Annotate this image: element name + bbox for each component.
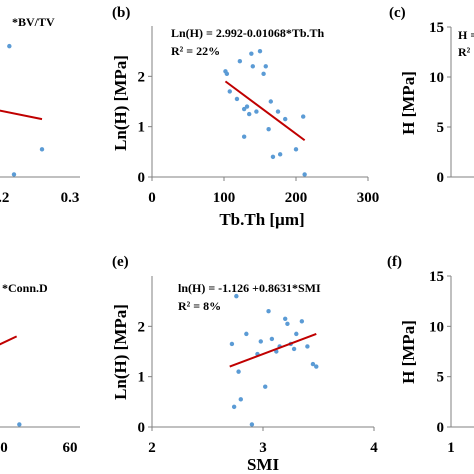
b-data-point (249, 51, 254, 56)
e-y-tick-label: 0 (138, 420, 146, 436)
c-y-tick-label: 10 (429, 70, 444, 86)
e-x-tick-label: 2 (148, 440, 156, 456)
d-data-point (17, 422, 22, 427)
c-r-squared-fragment: R² (458, 45, 471, 59)
b-data-point (261, 71, 266, 77)
f-x-tick-label: 1 (447, 440, 455, 456)
e-x-tick-label: 4 (370, 440, 378, 456)
b-r-squared: R² = 22% (171, 44, 220, 58)
e-equation: ln(H) = -1.126 +0.8631*SMI (178, 281, 321, 295)
b-data-point (293, 147, 299, 152)
e-data-point (244, 331, 249, 337)
f-panel-label: (f) (387, 254, 402, 270)
b-data-point (283, 116, 288, 122)
f-y-tick-label: 5 (437, 370, 445, 386)
e-data-point (238, 397, 243, 402)
e-data-point (263, 384, 268, 389)
a-data-point (39, 147, 45, 152)
e-panel-label: (e) (112, 254, 129, 270)
c-y-tick-label: 0 (437, 170, 445, 186)
e-x-axis-label: SMI (247, 455, 280, 474)
e-data-point (258, 339, 263, 344)
e-data-point (266, 309, 271, 314)
e-data-point (231, 404, 237, 410)
b-data-point (234, 96, 240, 102)
e-r-squared: R² = 8% (178, 299, 221, 313)
e-data-point (291, 346, 297, 352)
b-x-tick-label: 100 (213, 190, 236, 206)
e-data-point (234, 293, 239, 299)
b-data-point (247, 111, 252, 117)
a-x-tick-label: 0.3 (61, 190, 80, 206)
b-x-tick-label: 300 (357, 190, 380, 206)
e-data-point (305, 344, 310, 349)
b-data-point (244, 104, 250, 109)
d-x-tick-label: 0 (0, 440, 8, 456)
b-equation: Ln(H) = 2.992-0.01068*Tb.Th (171, 26, 325, 40)
e-data-point (236, 369, 241, 374)
e-y-axis-label: Ln(H) [MPa] (111, 304, 130, 400)
b-data-point (277, 152, 283, 157)
b-data-point (241, 106, 247, 112)
b-y-tick-label: 2 (138, 69, 146, 85)
c-y-tick-label: 15 (429, 20, 444, 36)
e-data-point (269, 336, 275, 342)
e-data-point (310, 361, 316, 367)
b-data-point (266, 126, 271, 132)
b-data-point (270, 154, 276, 160)
e-data-point (249, 422, 255, 427)
b-data-point (227, 89, 232, 94)
b-data-point (241, 134, 247, 139)
b-trend-line (224, 80, 306, 142)
a-trend-line (0, 109, 43, 121)
b-panel-label: (b) (112, 5, 130, 21)
b-data-point (301, 114, 306, 119)
e-y-tick-label: 2 (138, 319, 146, 335)
d-trend-line (0, 335, 18, 346)
b-y-axis-label: Ln(H) [MPa] (111, 55, 130, 151)
f-y-tick-label: 15 (429, 269, 444, 285)
a-data-point (7, 43, 12, 49)
a-data-point (11, 172, 17, 177)
e-y-tick-label: 1 (138, 370, 146, 386)
e-x-tick-label: 3 (259, 440, 267, 456)
c-equation-fragment: H = (458, 28, 474, 42)
c-y-axis-label: H [MPa] (399, 71, 418, 135)
b-data-point (254, 109, 259, 114)
b-data-point (268, 99, 273, 104)
b-y-tick-label: 1 (138, 120, 146, 136)
b-data-point (257, 48, 263, 54)
b-data-point (224, 71, 230, 77)
e-data-point (283, 316, 288, 321)
e-data-point (299, 319, 305, 324)
b-y-tick-label: 0 (138, 170, 146, 186)
c-y-tick-label: 5 (437, 120, 445, 136)
c-panel-label: (c) (389, 5, 406, 21)
f-y-tick-label: 0 (437, 420, 445, 436)
f-y-tick-label: 10 (429, 319, 444, 335)
b-x-axis-label: Tb.Th [µm] (219, 210, 304, 229)
f-y-axis-label: H [MPa] (399, 320, 418, 384)
e-data-point (294, 331, 299, 337)
b-data-point (263, 64, 268, 69)
e-trend-line (229, 332, 317, 368)
a-equation-fragment: *BV/TV (12, 15, 55, 29)
e-data-point (314, 364, 319, 369)
e-data-point (285, 321, 290, 327)
d-equation-fragment: *Conn.D (2, 281, 48, 295)
b-data-point (302, 172, 307, 177)
b-data-point (250, 64, 255, 69)
a-x-tick-label: 0.2 (0, 190, 9, 206)
d-x-tick-label: 60 (63, 440, 78, 456)
b-x-tick-label: 0 (148, 190, 156, 206)
e-data-point (229, 341, 235, 347)
b-data-point (237, 59, 243, 64)
b-data-point (275, 109, 281, 114)
b-x-tick-label: 200 (285, 190, 308, 206)
